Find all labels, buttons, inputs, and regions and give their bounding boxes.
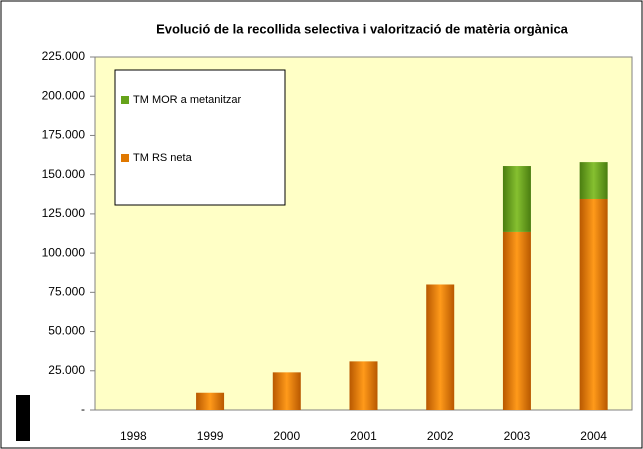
legend-label: TM MOR a metanitzar [133,94,242,106]
legend-swatch [121,154,129,162]
y-tick-label: - [81,402,85,416]
y-tick-label: 100.000 [42,245,86,259]
bar-segment [426,284,455,410]
legend-swatch [121,96,129,104]
bar-segment [502,166,531,232]
x-tick-label: 2000 [273,429,300,443]
bar-segment [196,392,225,410]
decoration [16,395,30,441]
x-tick-label: 2004 [580,429,607,443]
y-tick-label: 200.000 [42,88,86,102]
bar-segment [502,231,531,410]
x-tick-label: 2001 [350,429,377,443]
bar-segment [579,198,608,410]
x-tick-label: 2003 [504,429,531,443]
bar-segment [579,162,608,199]
bar-segment [272,372,301,410]
x-tick-label: 2002 [427,429,454,443]
legend-box [114,69,286,206]
x-tick-label: 1999 [197,429,224,443]
legend-label: TM RS neta [133,152,193,164]
y-tick-label: 150.000 [42,167,86,181]
x-tick-label: 1998 [120,429,147,443]
y-tick-label: 175.000 [42,128,86,142]
y-tick-label: 125.000 [42,206,86,220]
y-tick-label: 25.000 [48,363,85,377]
bar-segment [349,361,378,410]
y-tick-label: 225.000 [42,49,86,63]
y-tick-label: 50.000 [48,324,85,338]
y-tick-label: 75.000 [48,285,85,299]
chart-title: Evolució de la recollida selectiva i val… [156,21,569,36]
